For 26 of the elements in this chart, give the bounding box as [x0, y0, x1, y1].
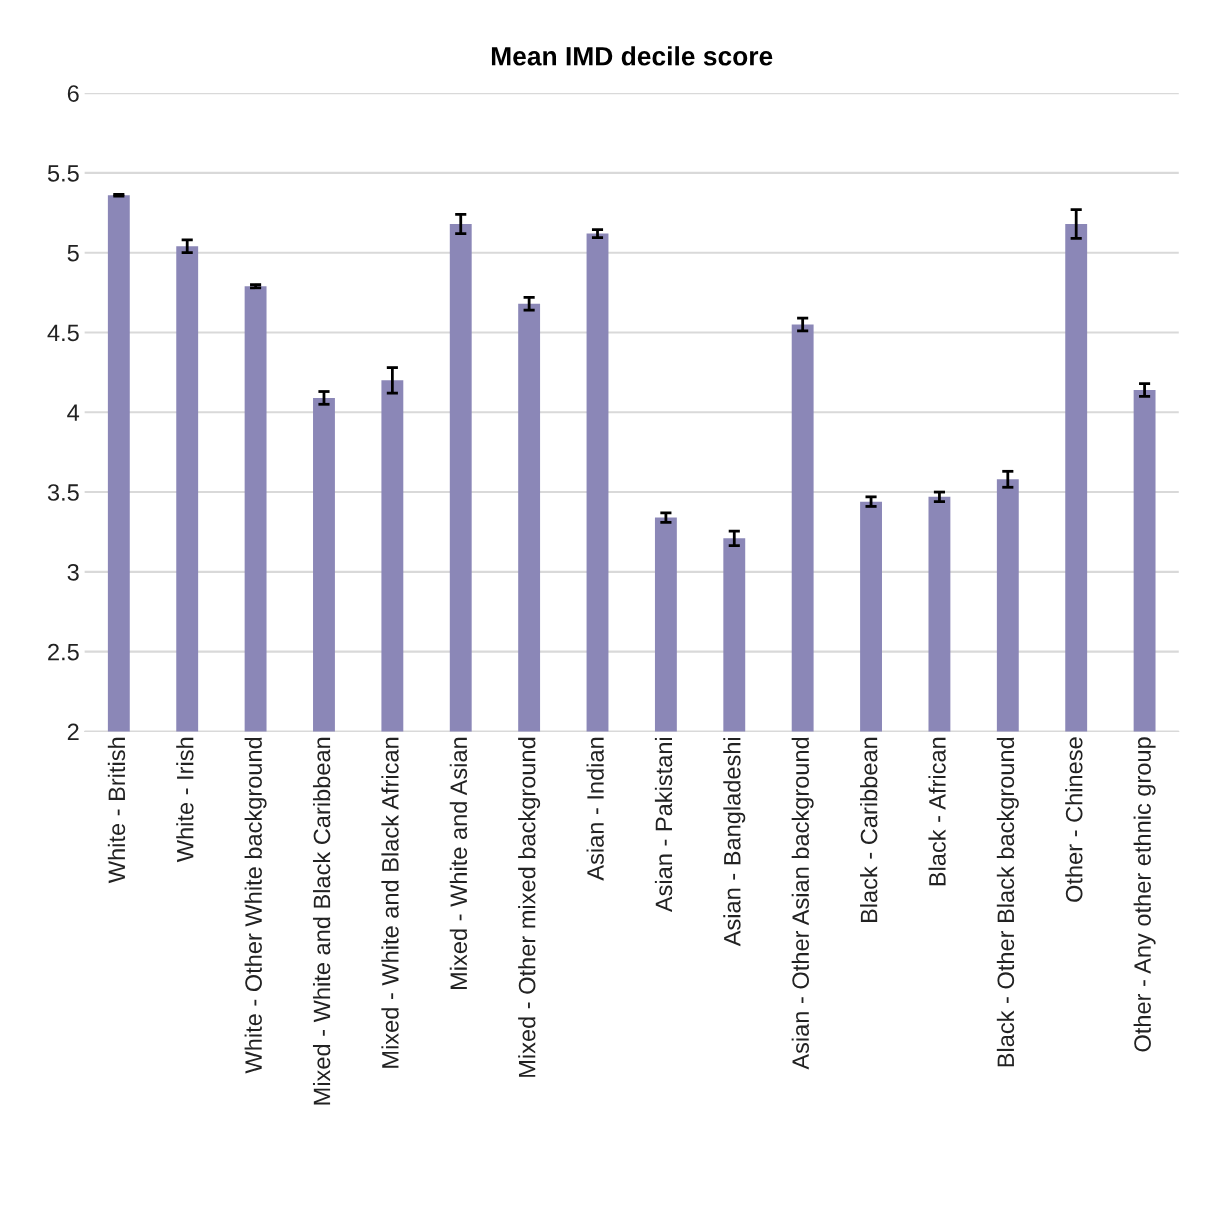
x-tick-label: Black - Other Black background: [996, 737, 1019, 1067]
x-tick-label: Mixed - Other mixed background: [518, 737, 541, 1077]
x-tick-label: Asian - Other Asian background: [791, 737, 814, 1070]
x-tick-label: Other - Chinese: [1065, 737, 1083, 902]
x-tick-label: Mixed - White and Black Caribbean: [312, 737, 331, 1105]
y-tick-label: 2: [67, 723, 79, 740]
x-tick-label: Asian - Pakistani: [654, 737, 673, 913]
y-tick-label: 5: [67, 244, 79, 262]
y-tick-label: 5.5: [47, 165, 79, 182]
x-tick-label: Asian - Bangladeshi: [723, 737, 746, 947]
x-tick-label: Black - African: [928, 737, 946, 886]
y-tick-label: 3: [67, 563, 79, 581]
x-tick-label: White - Other White background: [244, 737, 267, 1074]
y-tick-label: 6: [67, 85, 79, 102]
x-tick-label: Mixed - White and Asian: [449, 737, 468, 989]
y-tick-label: 4: [67, 404, 80, 421]
y-tick-label: 4.5: [47, 324, 79, 342]
x-tick-label: Other - Any other ethnic group: [1133, 737, 1156, 1052]
x-tick-label: Black - Caribbean: [860, 737, 878, 923]
x-tick-label: White - British: [107, 737, 126, 884]
x-tick-label: Mixed - White and Black African: [381, 737, 399, 1068]
x-tick-label: White - Irish: [176, 737, 194, 863]
y-tick-label: 3.5: [47, 484, 79, 501]
x-tick-label: Asian - Indian: [586, 737, 604, 881]
y-tick-label: 2.5: [48, 643, 79, 661]
chart-title: Mean IMD decile score: [491, 46, 773, 66]
